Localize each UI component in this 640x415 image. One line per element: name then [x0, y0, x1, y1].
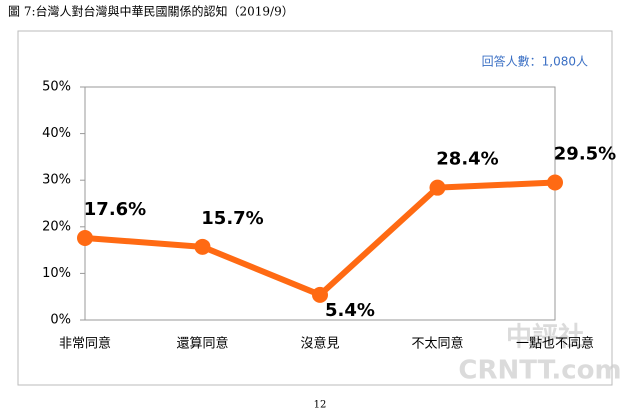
marker	[429, 179, 446, 196]
chart-title: 圖 7:台灣人對台灣與中華民國關係的認知（2019/9）	[8, 4, 294, 19]
series-line	[84, 179, 556, 298]
value-label: 28.4%	[436, 149, 498, 170]
page-number: 12	[314, 400, 327, 411]
y-tick-label: 50%	[42, 80, 71, 95]
x-tick-label: 一點也不同意	[516, 336, 594, 352]
watermark: 中評社	[506, 322, 584, 353]
marker	[194, 238, 211, 255]
marker	[312, 286, 328, 303]
y-tick-label: 30%	[42, 173, 71, 188]
y-tick-label: 20%	[42, 219, 71, 234]
marker	[77, 229, 93, 246]
watermark: CRNTT.com	[458, 356, 621, 386]
value-label: 29.5%	[554, 144, 616, 165]
marker	[547, 174, 563, 191]
chart-frame	[17, 30, 613, 386]
value-label: 15.7%	[201, 208, 263, 229]
value-label: 17.6%	[84, 199, 146, 220]
y-tick-label: 10%	[42, 266, 71, 281]
y-tick-label: 0%	[50, 313, 71, 328]
annotation: 回答人數：1,080人	[482, 54, 588, 69]
value-label: 5.4%	[325, 300, 375, 321]
x-tick-label: 還算同意	[176, 336, 228, 352]
x-tick-label: 非常同意	[59, 336, 111, 352]
y-tick-label: 40%	[42, 126, 71, 141]
x-tick-label: 不太同意	[411, 336, 463, 352]
x-tick-label: 沒意見	[300, 336, 339, 352]
plot-area	[84, 86, 556, 321]
